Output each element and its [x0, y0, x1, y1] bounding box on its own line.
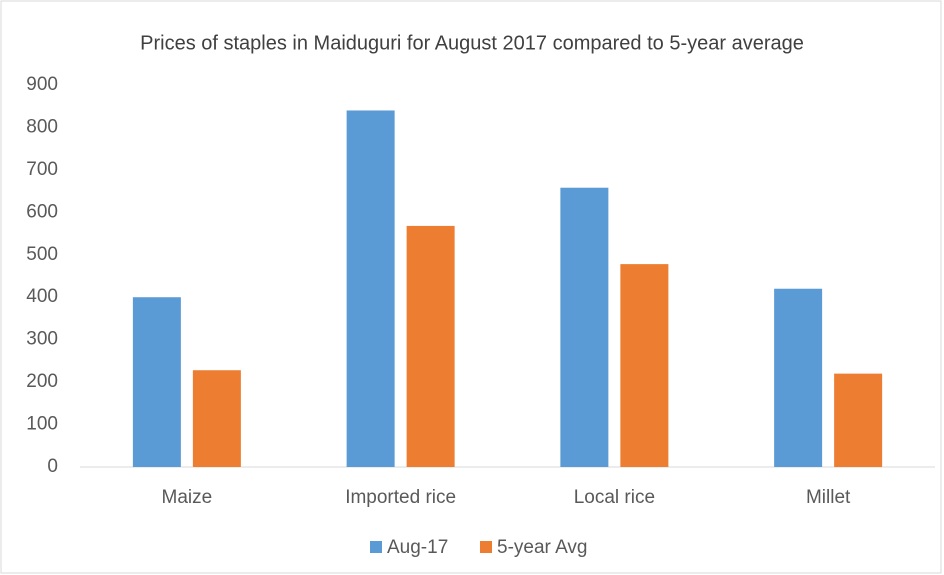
legend-swatch: [480, 541, 492, 553]
y-tick-label: 600: [26, 201, 58, 222]
bar: [406, 225, 455, 467]
x-tick-label: Maize: [162, 487, 213, 508]
chart-title: Prices of staples in Maiduguri for Augus…: [140, 32, 804, 54]
legend-label: 5-year Avg: [497, 537, 587, 558]
bar: [774, 288, 823, 467]
bar: [620, 264, 669, 467]
y-tick-label: 700: [26, 159, 58, 180]
x-tick-label: Local rice: [574, 487, 655, 508]
bar: [192, 370, 241, 467]
legend-label: Aug-17: [387, 537, 448, 558]
x-tick-label: Millet: [806, 487, 851, 508]
y-tick-label: 200: [26, 371, 58, 392]
legend-swatch: [370, 541, 382, 553]
y-tick-label: 400: [26, 286, 58, 307]
y-tick-label: 900: [26, 74, 58, 95]
y-tick-label: 500: [26, 244, 58, 265]
bar: [560, 187, 609, 467]
bar: [834, 373, 883, 467]
bar: [132, 297, 181, 467]
y-tick-label: 800: [26, 116, 58, 137]
bar: [346, 110, 395, 467]
y-tick-label: 0: [47, 456, 58, 477]
y-tick-label: 300: [26, 329, 58, 350]
x-tick-label: Imported rice: [345, 487, 456, 508]
y-tick-label: 100: [26, 414, 58, 435]
